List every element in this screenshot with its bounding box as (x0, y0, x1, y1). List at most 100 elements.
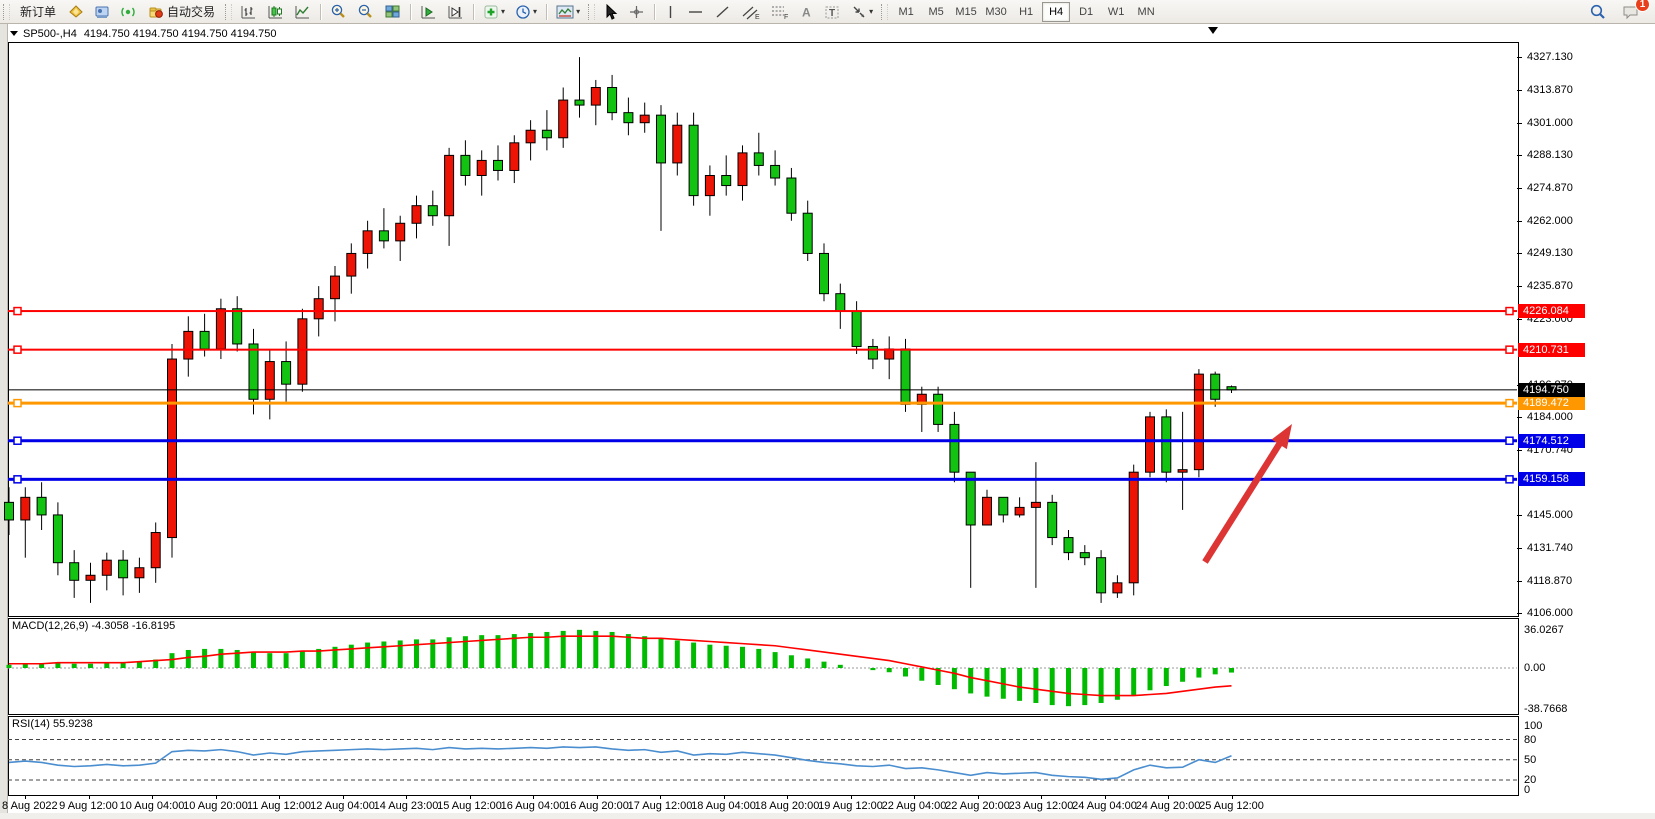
price-tick-mark (1517, 286, 1522, 288)
date-axis-label: 24 Aug 20:00 (1135, 800, 1201, 812)
line-handle[interactable] (1505, 345, 1514, 354)
timeframe-m5[interactable]: M5 (928, 5, 944, 18)
scroll-marker-icon[interactable] (1208, 27, 1218, 34)
timeframe-h4[interactable]: H4 (1042, 1, 1071, 22)
notifications-button[interactable]: 1 (1618, 0, 1650, 23)
line-chart-type-icon[interactable] (290, 1, 315, 23)
gold-ingot-icon[interactable] (64, 1, 88, 23)
line-handle[interactable] (13, 398, 22, 408)
candle-body (395, 222, 406, 242)
macd-indicator-label: MACD(12,26,9) -4.3058 -16.8195 (12, 620, 176, 632)
candle-body (69, 562, 80, 581)
candle-body (949, 423, 960, 473)
horizontal-line-object[interactable] (8, 401, 1517, 405)
horizontal-line-object[interactable] (8, 477, 1517, 481)
new-order-button[interactable]: 新订单 (20, 5, 57, 19)
timeframe-d1[interactable]: D1 (1079, 5, 1094, 18)
auto-scroll-icon[interactable] (416, 1, 441, 23)
date-axis-label: 23 Aug 12:00 (1008, 800, 1074, 812)
zoom-in-icon[interactable] (326, 1, 351, 23)
line-handle[interactable] (13, 475, 22, 484)
crosshair-tool-icon[interactable] (624, 1, 649, 23)
line-handle[interactable] (1505, 398, 1514, 408)
line-handle[interactable] (13, 345, 22, 354)
line-handle[interactable] (13, 306, 22, 316)
window-left-edge (0, 24, 8, 819)
candle-body (1145, 416, 1155, 473)
symbol-dropdown-icon[interactable] (10, 31, 18, 36)
candle-body (167, 358, 177, 539)
date-tick-mark (850, 795, 852, 799)
signal-icon[interactable] (116, 1, 140, 23)
candle-body (232, 308, 243, 345)
candle-body (851, 310, 862, 347)
line-handle[interactable] (1505, 436, 1514, 445)
price-tick-label: 4274.870 (1527, 182, 1573, 195)
chart-shift-icon[interactable] (443, 1, 468, 23)
bar-chart-type-icon[interactable] (236, 1, 261, 23)
horizontal-line-object[interactable] (8, 439, 1517, 443)
macd-scale-label: -38.7668 (1524, 703, 1568, 716)
line-handle[interactable] (1505, 306, 1514, 316)
channel-tool-icon[interactable]: E (737, 1, 764, 23)
candle-body (590, 86, 601, 106)
timeframe-h1[interactable]: H1 (1019, 5, 1034, 18)
date-tick-mark (1231, 795, 1233, 799)
tile-windows-icon[interactable] (380, 1, 405, 23)
timeframe-group: M1 M5 M15 M30 H1 H4 D1 W1 MN (891, 1, 1161, 22)
trendline-tool-icon[interactable] (710, 1, 735, 23)
timeframe-mn[interactable]: MN (1137, 5, 1155, 18)
candlestick-chart-type-icon[interactable] (263, 1, 288, 23)
horizontal-line-object[interactable] (8, 310, 1517, 313)
arrows-tool-button[interactable]: ▾ (847, 1, 877, 23)
date-axis-label: 16 Aug 20:00 (564, 800, 629, 812)
horizontal-line-object[interactable] (8, 348, 1517, 351)
text-tool-icon[interactable]: A (795, 1, 818, 23)
templates-button[interactable]: ▾ (552, 1, 584, 23)
fibonacci-tool-icon[interactable]: F (766, 1, 793, 23)
candle-body (444, 154, 455, 217)
line-handle[interactable] (13, 436, 22, 445)
rsi-scale-label: 100 (1524, 720, 1543, 732)
zoom-out-icon[interactable] (353, 1, 378, 23)
price-tick-mark (1517, 122, 1522, 124)
date-tick-mark (406, 795, 407, 799)
vline-tool-icon[interactable] (660, 1, 681, 23)
trend-arrow-head[interactable] (1271, 424, 1292, 450)
date-axis-label: 19 Aug 12:00 (818, 800, 883, 812)
timeframe-w1[interactable]: W1 (1107, 5, 1125, 18)
candle-body (802, 212, 813, 254)
candle-body (607, 86, 618, 114)
autotrade-button[interactable]: 自动交易 (142, 1, 221, 23)
toolbar-separator (473, 3, 475, 20)
text-label-tool-icon[interactable]: T (820, 1, 845, 23)
price-tick-label: 4118.870 (1527, 574, 1573, 587)
candle-body (101, 559, 112, 576)
candle-body (656, 114, 666, 164)
candle-body (786, 177, 797, 214)
trend-arrow-shaft[interactable] (1202, 439, 1285, 564)
hline-tool-icon[interactable] (683, 1, 708, 23)
date-axis-label: 15 Aug 12:00 (437, 800, 502, 812)
market-depth-icon[interactable] (90, 1, 114, 23)
candle-body (982, 496, 992, 526)
timeframe-m1[interactable]: M1 (898, 5, 914, 18)
price-tick-mark (1517, 318, 1522, 320)
toolbar-grip (588, 3, 596, 20)
periods-button[interactable]: ▾ (511, 1, 541, 23)
date-tick-mark (279, 795, 280, 799)
timeframe-m15[interactable]: M15 (955, 5, 977, 18)
line-handle[interactable] (1505, 475, 1514, 484)
price-tick-mark (1517, 580, 1522, 582)
macd-scale-label: 36.0267 (1524, 623, 1564, 636)
toolbar-grip (3, 3, 10, 20)
candle-body (199, 330, 210, 350)
cursor-tool-icon[interactable] (599, 1, 622, 23)
date-tick-mark (152, 795, 153, 799)
timeframe-m30[interactable]: M30 (985, 5, 1007, 18)
indicators-button[interactable]: ▾ (479, 1, 509, 23)
candle-body (1096, 557, 1107, 594)
search-icon[interactable] (1585, 1, 1611, 23)
price-tick-mark (1517, 220, 1522, 222)
